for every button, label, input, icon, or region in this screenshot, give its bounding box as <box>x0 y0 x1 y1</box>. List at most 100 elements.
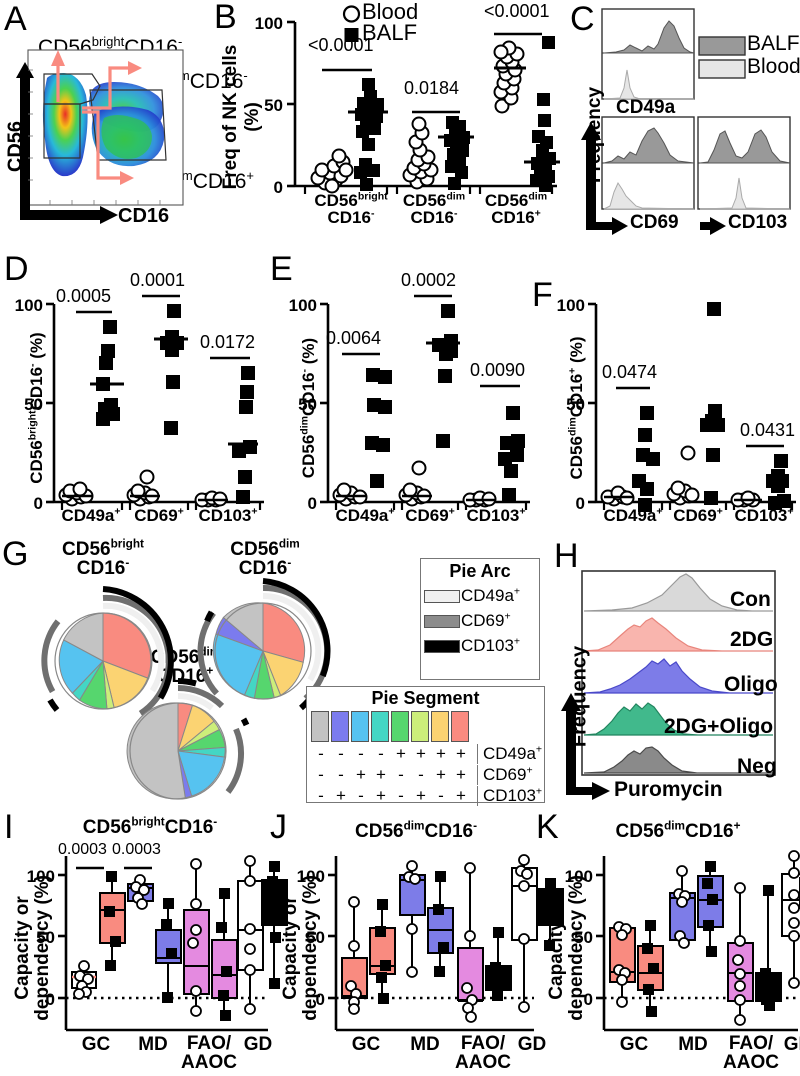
cat-sup2: - <box>370 207 375 220</box>
group-blood-cd103 <box>194 490 228 508</box>
ytick-100: 100 <box>27 867 55 886</box>
panel-e-cat-1: CD49a+ <box>330 506 400 526</box>
arc-swatch-cd49a <box>424 589 460 603</box>
panel-i-cat-fao: FAO/ AAOC <box>181 1033 237 1073</box>
group-balf-cd103 <box>498 406 525 502</box>
panel-d-pvalue-1: 0.0005 <box>56 286 112 306</box>
group-blood-cd103 <box>730 490 762 508</box>
pie-arc-legend: Pie Arc CD49a+ CD69+ CD103+ <box>420 558 540 680</box>
pie-segment-swatch-2 <box>351 711 369 742</box>
group-balf-cd69 <box>700 302 725 505</box>
cat-sup2: - <box>453 207 458 220</box>
group-balf-cd103 <box>228 366 258 504</box>
group-blood-cd49a <box>332 482 368 507</box>
panel-d-letter: D <box>4 250 29 288</box>
arc-cd103 <box>102 586 174 700</box>
pie-segment-mark: - <box>358 786 364 805</box>
pie-cd56dim-cd16pos <box>126 678 250 800</box>
ytick-50: 50 <box>264 96 283 115</box>
group-balf-cd69 <box>154 304 188 435</box>
panel-b-letter: B <box>214 0 237 36</box>
panel-g-letter: G <box>2 535 29 573</box>
title-sup: bright <box>110 537 144 551</box>
ytick-100: 100 <box>255 14 283 33</box>
legend-label-balf: BALF <box>362 19 418 45</box>
cat-label: CD69 <box>134 506 178 525</box>
panel-d: D 100 50 0 <box>0 248 268 533</box>
group-blood-cd56bright <box>310 148 354 194</box>
pie-cd56dim-cd16neg <box>197 578 331 711</box>
title-sup: dim <box>664 819 686 833</box>
hist-cd49a-box <box>601 8 695 100</box>
title-sup2: - <box>213 815 218 829</box>
group-balf-cd103 <box>766 454 791 510</box>
ytick-0: 0 <box>34 494 43 513</box>
panel-i-y-axis-label: Capacity or dependency (%) <box>12 875 53 1021</box>
pie-segment-row-1: - - + + - - + + CD69+ <box>311 764 544 785</box>
hist-cd69-blood <box>603 181 695 210</box>
title-base: CD56 <box>355 821 404 842</box>
group-blood-cd103 <box>462 490 497 508</box>
panel-c-legend-label-balf: BALF <box>747 32 800 55</box>
gate-outlines <box>43 73 167 161</box>
panel-e-cat-2: CD69+ <box>396 506 464 526</box>
panel-c-plots <box>581 8 791 235</box>
ytick-100: 100 <box>15 296 43 315</box>
arc-cd49a <box>262 592 322 682</box>
ytick-0: 0 <box>584 990 593 1009</box>
pie-segment-mark: - <box>318 744 324 763</box>
panel-d-plot: 100 50 0 <box>15 294 264 513</box>
panel-i-cat-gc: GC <box>81 1034 111 1055</box>
panel-i-cat-gd: GD <box>243 1034 273 1055</box>
pie-segment-row-label: CD103+ <box>477 785 542 806</box>
panel-f-cat-3: CD103+ <box>728 506 800 526</box>
pie-segment-mark: - <box>418 765 424 784</box>
box-md-blood <box>399 860 426 978</box>
panel-k-cat-gc: GC <box>619 1034 649 1055</box>
pie-segment-swatch-1 <box>331 711 349 742</box>
group-balf-cd69 <box>426 304 460 448</box>
panel-i-gd-balf <box>261 861 288 989</box>
pie-segment-swatch-3 <box>371 711 389 742</box>
ylab-tail: (%) <box>27 332 46 364</box>
panel-a-axes <box>16 62 118 224</box>
panel-f-sigbars <box>616 386 784 448</box>
panel-h-trace-label-2dg: 2DG <box>730 628 774 651</box>
panel-b-plot: 100 50 0 <box>255 14 560 197</box>
pie-segment-mark: - <box>338 765 344 784</box>
panel-a-x-axis-label: CD16 <box>118 205 170 227</box>
cat-sup: + <box>388 505 395 518</box>
ytick-0: 0 <box>576 494 585 513</box>
box-fao-blood <box>457 862 484 1023</box>
pie-segment-row-label: CD69+ <box>477 764 533 785</box>
arc-sup: + <box>513 635 521 648</box>
cat-sup: + <box>787 505 794 518</box>
trace-neg <box>583 746 773 774</box>
pie-arc-legend-item-cd103: CD103+ <box>424 636 539 656</box>
panel-e-letter: E <box>270 250 293 288</box>
arc-cd103-top <box>262 578 331 678</box>
title-sup: dim <box>403 819 425 833</box>
open-circle-icon <box>342 5 361 23</box>
pie-title-cd56dim-cd16neg: CD56dim CD16- <box>190 538 340 578</box>
ylab-base: CD56 <box>567 436 586 480</box>
title-sup2: - <box>473 819 477 833</box>
label-text2: CD16 <box>192 170 247 193</box>
cat-sup: + <box>716 505 723 518</box>
panel-a-ticks <box>28 69 161 205</box>
pie-segment-mark: - <box>398 786 404 805</box>
pie-segment-legend: Pie Segment - - - - + + + + CD49a+ - - + + - - + + CD69+ -… <box>306 686 545 806</box>
pie-segment-mark: - <box>398 765 404 784</box>
panel-b-pvalue-2: 0.0184 <box>404 78 460 98</box>
arc-cd69-left <box>197 611 219 696</box>
cat-line2: CD16 <box>327 208 371 227</box>
panel-k-cat-md: MD <box>678 1034 708 1055</box>
ylab-base: CD56 <box>299 434 318 479</box>
ytick-50: 50 <box>574 928 593 947</box>
title-mid: CD16 <box>685 821 734 842</box>
panel-e-pvalue-2: 0.0002 <box>401 270 457 290</box>
group-blood-cd56dim-cd16pos <box>493 40 526 114</box>
panel-d-cat-1: CD49a+ <box>56 506 126 526</box>
pie-segment-swatch-4 <box>391 711 409 742</box>
cat-base: CD56 <box>484 191 529 210</box>
